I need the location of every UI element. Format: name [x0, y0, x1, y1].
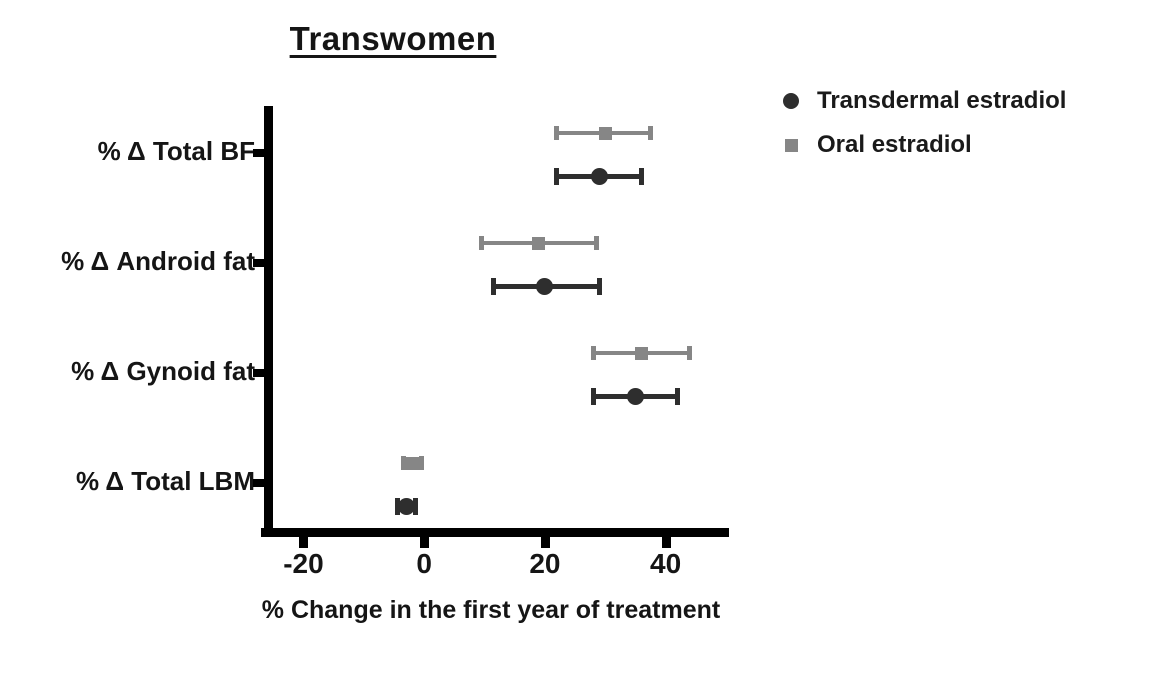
- error-bar-cap: [400, 456, 406, 470]
- error-bar-cap: [418, 456, 424, 470]
- category-label: % Δ Total BF: [97, 136, 255, 166]
- error-bar-cap: [554, 126, 560, 140]
- legend-item: Oral estradiol: [783, 130, 1066, 160]
- y-axis-line: [264, 106, 273, 537]
- x-axis-tick: [540, 537, 550, 548]
- error-bar-cap: [412, 497, 418, 515]
- error-bar-cap: [479, 236, 484, 250]
- error-bar-cap: [590, 387, 596, 405]
- x-axis-tick: [420, 537, 430, 548]
- y-axis-tick: [253, 149, 265, 157]
- y-axis-tick: [253, 369, 265, 377]
- data-point-marker: [590, 167, 608, 185]
- legend-circle-marker-icon: [783, 93, 799, 109]
- category-label: % Δ Gynoid fat: [71, 356, 255, 386]
- x-axis-tick-label: 0: [416, 548, 432, 579]
- legend-label: Transdermal estradiol: [817, 87, 1067, 114]
- error-bar-cap: [596, 277, 602, 295]
- y-axis-tick: [253, 479, 265, 487]
- category-label: % Δ Total LBM: [75, 466, 255, 496]
- data-point-marker: [634, 346, 648, 360]
- error-bar-cap: [638, 167, 644, 185]
- chart-title: Transwomen: [289, 20, 497, 57]
- error-bar-cap: [590, 346, 596, 360]
- error-bar-cap: [687, 346, 693, 360]
- error-bar-cap: [675, 387, 681, 405]
- data-point-marker: [397, 497, 415, 515]
- data-point-marker: [626, 387, 644, 405]
- legend-label: Oral estradiol: [817, 131, 972, 158]
- data-point-marker: [405, 456, 419, 470]
- x-axis-title: % Change in the first year of treatment: [261, 596, 721, 624]
- data-point-marker: [532, 236, 546, 250]
- error-bar-cap: [554, 167, 560, 185]
- legend-square-marker-icon: [785, 138, 798, 152]
- legend-item: Transdermal estradiol: [783, 86, 1066, 116]
- error-bar-cap: [648, 126, 654, 140]
- y-axis-tick: [253, 259, 265, 267]
- data-point-marker: [536, 277, 554, 295]
- x-axis-tick: [661, 537, 671, 548]
- x-axis-tick-label: -20: [283, 548, 324, 579]
- legend: Transdermal estradiol Oral estradiol: [783, 86, 1066, 174]
- x-axis-tick: [299, 537, 309, 548]
- error-bar-cap: [394, 497, 400, 515]
- data-point-marker: [598, 126, 612, 140]
- error-bar-cap: [593, 236, 599, 250]
- x-axis-tick-label: 40: [650, 548, 682, 579]
- category-label: % Δ Android fat: [61, 246, 255, 276]
- error-bar-cap: [491, 277, 497, 295]
- x-axis-line: [261, 528, 729, 537]
- x-axis-tick-label: 20: [529, 548, 561, 579]
